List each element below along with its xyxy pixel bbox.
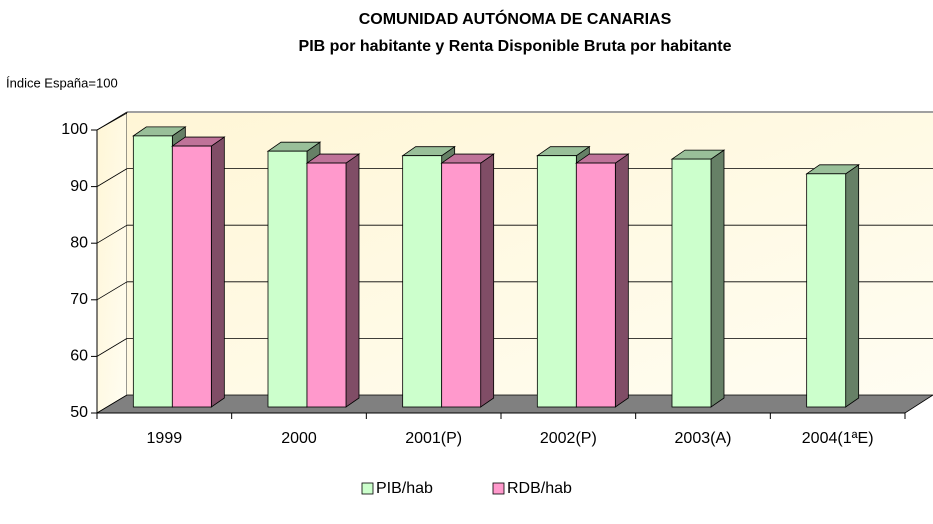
legend-swatch: [492, 482, 505, 495]
bar-side: [845, 164, 860, 408]
x-tick-label: 2000: [281, 430, 317, 447]
bar: [806, 173, 847, 408]
grid-line: [96, 111, 128, 131]
legend-swatch: [361, 482, 374, 495]
y-tick-label: 90: [70, 178, 88, 195]
bar-side: [345, 153, 360, 408]
y-tick-label: 100: [61, 121, 88, 138]
x-tick-label: 2003(A): [675, 430, 732, 447]
x-tick-label: 2002(P): [540, 430, 597, 447]
bar-side: [614, 153, 629, 408]
bar: [402, 155, 443, 408]
bar: [441, 162, 482, 408]
x-tick-label: 2001(P): [405, 430, 462, 447]
bar: [267, 150, 308, 408]
back-wall: [127, 113, 933, 395]
bar: [306, 162, 347, 408]
bar: [575, 162, 616, 408]
bar: [671, 158, 712, 408]
y-tick-label: 70: [70, 291, 88, 308]
x-tick-label: 1999: [147, 430, 183, 447]
y-tick-label: 80: [70, 234, 88, 251]
grid-line: [96, 224, 128, 244]
y-tick-label: 50: [70, 404, 88, 421]
legend-label: RDB/hab: [507, 480, 572, 497]
bar: [536, 155, 577, 408]
y-tick-label: 60: [70, 348, 88, 365]
grid-line: [96, 281, 128, 301]
y-axis-label: Índice España=100: [6, 75, 118, 90]
bar-side: [710, 149, 725, 408]
bar-side: [210, 136, 225, 408]
side-wall: [96, 112, 128, 414]
chart-title: COMUNIDAD AUTÓNOMA DE CANARIAS: [359, 9, 672, 28]
chart-subtitle: PIB por habitante y Renta Disponible Bru…: [299, 38, 732, 55]
bar: [132, 135, 173, 408]
bar: [171, 145, 212, 408]
grid-line: [96, 168, 128, 187]
grid-line: [96, 338, 128, 357]
legend-label: PIB/hab: [376, 480, 433, 497]
x-tick-label: 2004(1ªE): [802, 430, 874, 447]
bar-side: [480, 153, 495, 408]
